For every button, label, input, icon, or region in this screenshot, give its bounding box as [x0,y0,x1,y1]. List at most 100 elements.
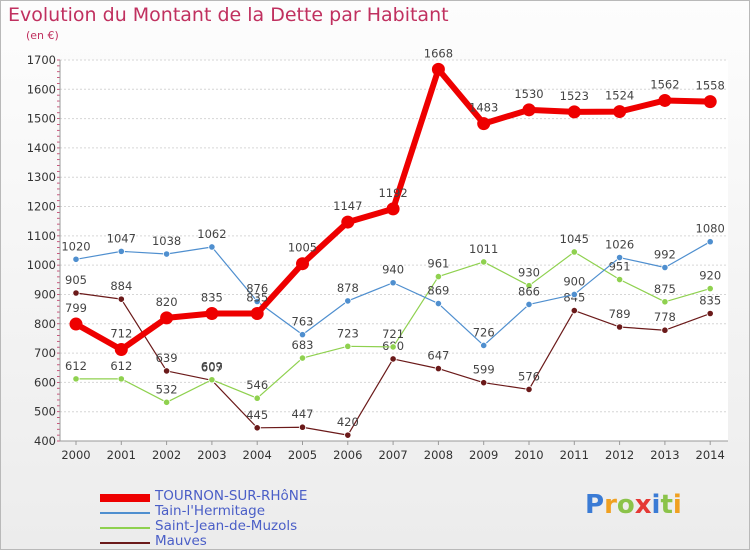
data-label: 683 [292,338,314,352]
data-point [163,250,171,258]
x-tick-label: 2000 [61,448,90,462]
data-label: 1530 [514,87,543,101]
data-point [389,343,397,351]
x-tick-label: 2014 [696,448,725,462]
data-label: 607 [201,360,223,374]
data-point [298,331,307,339]
data-point [72,255,80,263]
data-label: 905 [65,273,87,287]
data-label: 835 [699,294,721,308]
data-label: 1080 [696,222,725,236]
data-label: 1524 [605,89,634,103]
data-point [434,365,442,373]
plot-area [60,60,728,441]
y-tick-label: 500 [34,405,56,419]
data-label: 723 [337,326,359,340]
data-point [344,431,352,439]
data-point [658,93,672,107]
data-label: 820 [156,295,178,309]
data-point [615,323,624,331]
data-point [117,375,125,383]
data-point [480,258,488,266]
data-point [298,354,307,362]
data-label: 884 [110,279,132,293]
data-point [661,263,669,272]
data-point [117,295,125,303]
data-label: 1192 [378,186,407,200]
y-tick-label: 800 [34,317,56,331]
data-point [163,367,171,375]
x-tick-label: 2013 [650,448,679,462]
legend-label: Saint-Jean-de-Muzols [155,518,298,534]
data-point [69,317,83,331]
data-label: 420 [337,415,359,429]
data-point [250,307,264,321]
data-point [434,299,442,308]
data-point [298,423,307,431]
data-label: 940 [382,263,404,277]
legend-label: TOURNON-SUR-RHôNE [155,488,308,504]
data-point [706,309,714,318]
y-tick-label: 400 [34,434,56,448]
data-point [615,253,624,262]
data-point [344,297,352,305]
data-point [434,272,442,281]
data-label: 951 [609,260,631,274]
data-label: 1147 [333,199,362,213]
data-label: 763 [292,315,314,329]
data-point [253,297,261,306]
data-label: 1038 [152,234,181,248]
y-tick-label: 900 [34,287,56,301]
data-point [253,424,261,432]
data-point [480,341,488,350]
data-label: 639 [156,351,178,365]
x-tick-label: 2004 [243,448,272,462]
legend-swatch [100,542,150,544]
y-tick-label: 1200 [27,200,56,214]
chart-title: Evolution du Montant de la Dette par Hab… [8,4,449,26]
data-label: 726 [473,325,495,339]
data-label: 1026 [605,238,634,252]
legend-label: Tain-l'Hermitage [155,503,266,519]
y-tick-label: 1600 [27,82,56,96]
data-point [615,275,624,284]
data-point [341,215,355,229]
data-point [661,298,669,306]
data-point [296,257,309,271]
data-point [117,247,125,255]
x-tick-label: 2003 [197,448,226,462]
y-tick-label: 1100 [27,229,56,243]
data-point [253,394,261,402]
data-point [389,355,397,363]
data-label: 546 [246,378,268,392]
legend-swatch [100,512,150,514]
data-label: 721 [382,327,404,341]
data-label: 875 [654,282,676,296]
data-label: 835 [246,291,268,305]
data-point [706,284,714,293]
x-tick-label: 2006 [333,448,362,462]
data-label: 1020 [61,239,90,253]
x-tick-label: 2001 [107,448,136,462]
data-label: 445 [246,408,268,422]
proxiti-logo: Proxiti [585,490,682,520]
data-label: 1047 [107,231,136,245]
data-label: 1045 [560,232,589,246]
data-point [114,343,128,357]
data-label: 1668 [424,46,453,60]
data-point [205,307,219,321]
data-point [431,62,445,76]
legend-swatch [100,494,150,502]
data-label: 447 [292,407,314,421]
data-label: 866 [518,284,540,298]
data-label: 799 [65,301,87,315]
data-label: 1005 [288,241,317,255]
y-tick-label: 1500 [27,112,56,126]
x-tick-label: 2005 [288,448,317,462]
data-label: 576 [518,369,540,383]
data-point [386,202,400,216]
x-tick-label: 2012 [605,448,634,462]
data-point [703,95,717,109]
data-label: 878 [337,281,359,295]
